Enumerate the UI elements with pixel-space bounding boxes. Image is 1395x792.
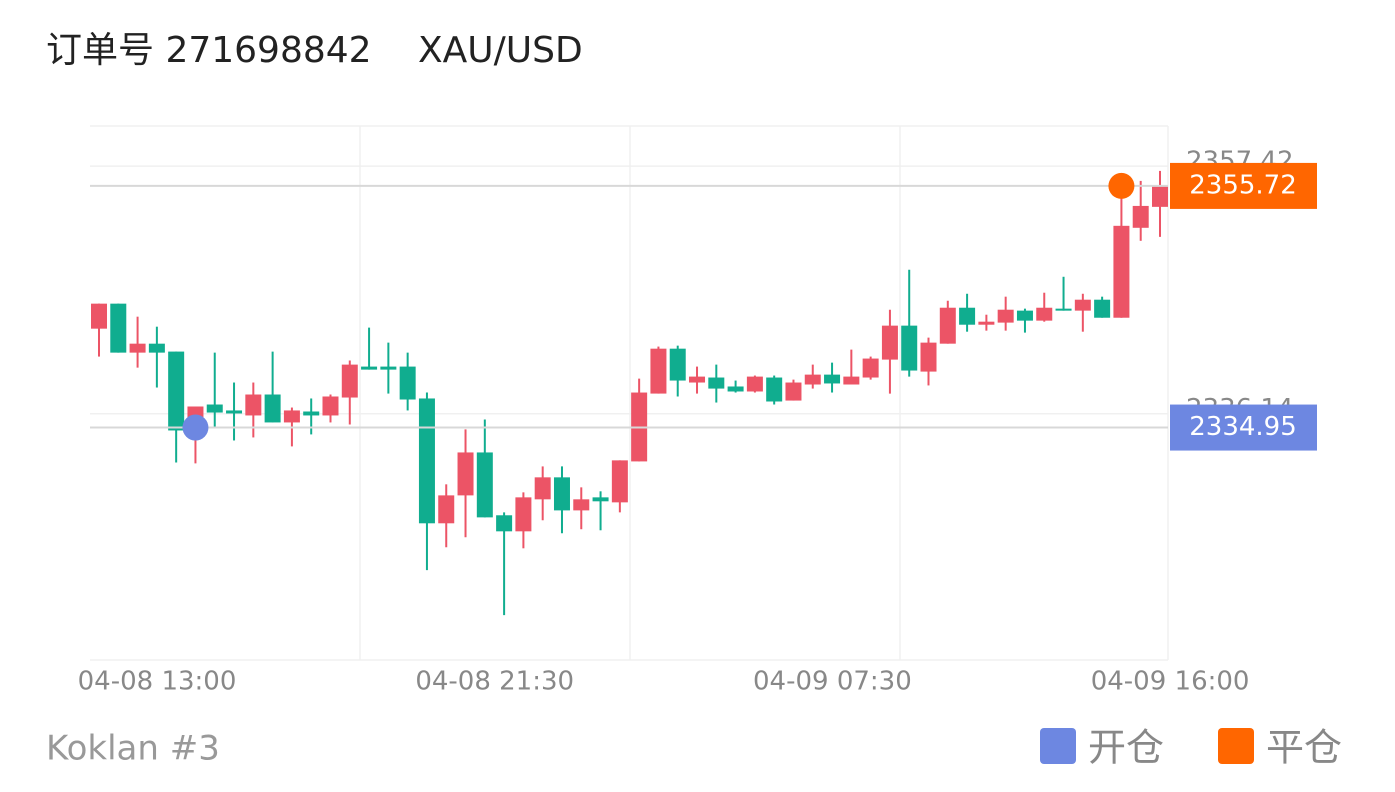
candle-body [804,374,821,385]
candle-body [515,497,532,532]
candle-body [283,410,300,423]
candle-body [727,386,744,392]
candle-body [573,499,590,511]
candle-body [534,477,551,500]
candle-body [168,351,185,431]
candle-body [438,495,455,524]
candle-body [592,497,609,502]
candle-body [708,377,725,389]
candle-body [939,307,956,344]
candle-body [1016,310,1033,321]
candle-body [766,377,783,402]
candle-body [341,364,358,398]
candle-body [920,342,937,372]
candle-body [746,376,763,392]
plot-frame [90,125,1169,661]
candle-body [380,366,397,370]
price-tag-label: 2355.72 [1189,170,1297,200]
candle-body [650,348,667,394]
trade-marker [1108,172,1135,199]
candle-body [669,348,686,381]
candle-body [997,309,1014,323]
candle-body [206,404,223,413]
candle-body [476,452,493,518]
candle-body [785,382,802,401]
candle-body [689,376,706,383]
candle-body [901,325,918,371]
candle-body [824,374,841,384]
candle-body [1094,299,1111,318]
candle-body [226,410,243,414]
candle-body [1132,205,1149,228]
candle-body [862,358,879,378]
candle-body [1113,225,1130,318]
candle-body [978,321,995,325]
candle-body [322,396,339,416]
candle-body [148,343,165,353]
candle-body [496,515,513,532]
legend-label: 开仓 [1088,726,1164,770]
x-tick-label: 04-09 07:30 [753,667,912,697]
price-tag [1170,162,1317,209]
candle-body [129,343,146,353]
price-tag-label: 2334.95 [1189,412,1297,442]
trade-marker [182,414,209,441]
price-tag [1170,404,1317,451]
candle-body [1036,307,1053,321]
footer: Koklan #3 [46,729,220,769]
x-tick-label: 04-08 13:00 [78,667,237,697]
candle-body [843,376,860,385]
candle-body [418,398,435,524]
candle-body [110,303,127,353]
legend-label: 平仓 [1266,726,1342,770]
x-tick-label: 04-09 16:00 [1091,667,1250,697]
symbol-title: XAU/USD [418,30,583,71]
x-tick-label: 04-08 21:30 [415,667,574,697]
candle-body [399,366,416,400]
candle-body [1152,185,1168,207]
candle-body [91,303,107,329]
candle-body [361,366,378,370]
candle-body [881,325,898,360]
legend-swatch [1040,728,1076,764]
order-title: 订单号 271698842 [46,30,372,71]
legend-swatch [1218,728,1254,764]
candle-body [1055,308,1072,311]
candle-body [245,394,262,416]
candle-body [187,406,204,419]
candle-body [264,394,281,423]
candle-body [611,460,628,503]
candle-body [553,477,570,511]
candle-body [457,452,474,496]
candle-body [959,307,976,325]
candle-body [1074,299,1091,311]
candle-body [303,411,320,416]
